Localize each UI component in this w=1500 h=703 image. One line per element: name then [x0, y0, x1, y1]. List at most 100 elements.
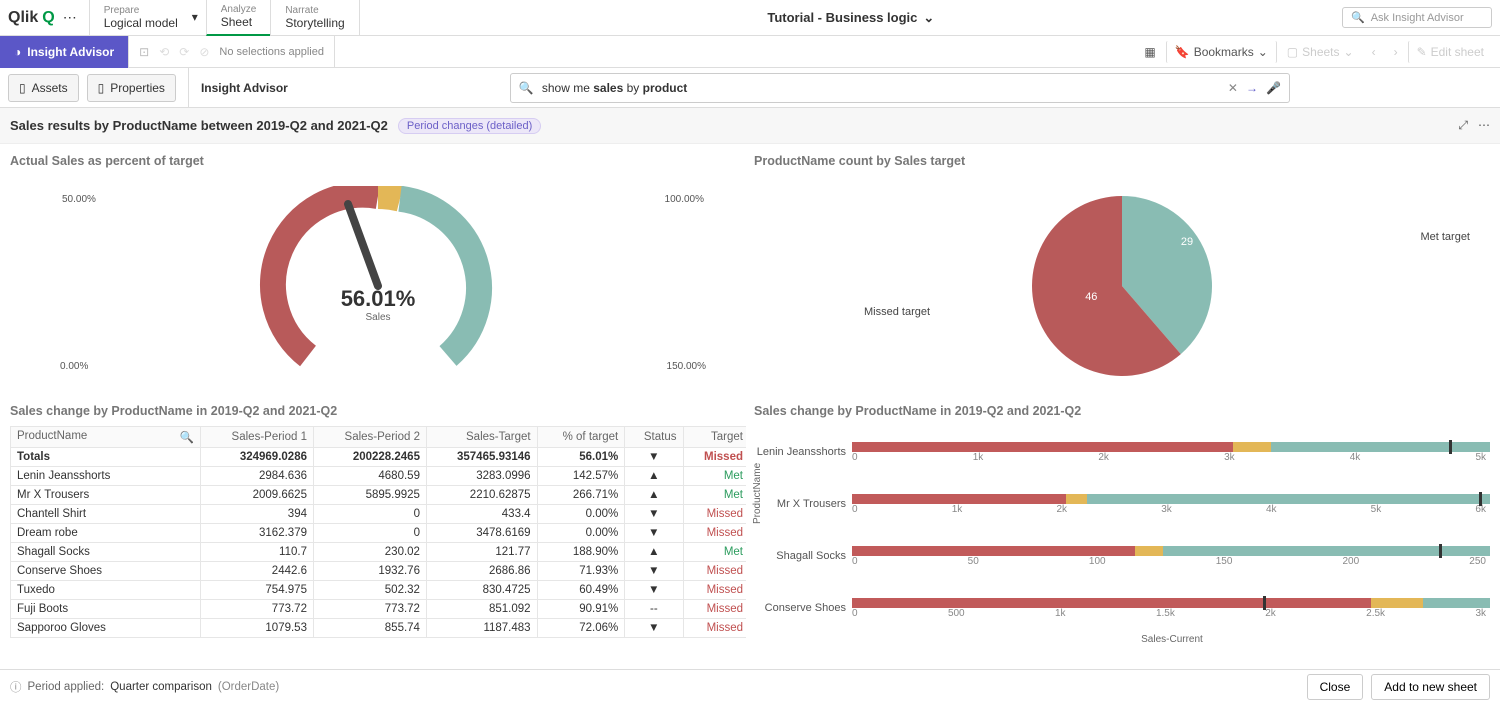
- gauge-tick-150: 150.00%: [667, 361, 706, 372]
- edit-sheet-label: Edit sheet: [1431, 45, 1484, 59]
- panel-icon: ▯: [98, 81, 105, 95]
- tab-sup: Prepare: [104, 5, 178, 16]
- tab-analyze[interactable]: Analyze Sheet: [206, 0, 271, 36]
- axis-tick: 100: [1089, 556, 1106, 567]
- sales-table: ProductName 🔍Sales-Period 1Sales-Period …: [10, 426, 746, 638]
- table-row[interactable]: Sapporoo Gloves1079.53855.741187.48372.0…: [11, 619, 747, 638]
- assets-label: Assets: [32, 81, 68, 95]
- submit-icon[interactable]: →: [1246, 81, 1258, 95]
- search-icon: 🔍: [1351, 11, 1365, 24]
- table-row[interactable]: Lenin Jeansshorts2984.6364680.593283.099…: [11, 467, 747, 486]
- edit-sheet-button[interactable]: ✎ Edit sheet: [1408, 41, 1492, 63]
- axis-tick: 250: [1469, 556, 1486, 567]
- axis-tick: 0: [852, 608, 858, 619]
- result-header: Sales results by ProductName between 201…: [0, 108, 1500, 144]
- axis-tick: 3k: [1161, 504, 1172, 515]
- global-menu-button[interactable]: ⋯: [55, 5, 85, 30]
- table-col-header[interactable]: % of target: [537, 427, 625, 448]
- period-value: Quarter comparison: [110, 681, 212, 693]
- table-col-header[interactable]: Sales-Period 2: [313, 427, 426, 448]
- app-title[interactable]: Tutorial - Business logic ⌄: [360, 10, 1342, 26]
- table-title: Sales change by ProductName in 2019-Q2 a…: [10, 400, 746, 422]
- bookmarks-button[interactable]: 🔖 Bookmarks ⌄: [1166, 41, 1277, 63]
- table-row[interactable]: Chantell Shirt3940433.40.00%▼Missed: [11, 505, 747, 524]
- pie-value-missed: 46: [1085, 291, 1097, 303]
- sheets-button[interactable]: ▢ Sheets ⌄: [1279, 41, 1362, 63]
- axis-tick: 0: [852, 452, 858, 463]
- table-header-row: ProductName 🔍Sales-Period 1Sales-Period …: [11, 427, 747, 448]
- panel-icon: ▯: [19, 81, 26, 95]
- table-row[interactable]: Tuxedo754.975502.32830.472560.49%▼Missed: [11, 581, 747, 600]
- table-col-header[interactable]: Sales-Period 1: [201, 427, 314, 448]
- bar-label: Shagall Socks: [754, 550, 852, 562]
- lightbulb-icon: ◑: [14, 45, 21, 59]
- tab-sub: Sheet: [221, 15, 257, 29]
- add-to-sheet-button[interactable]: Add to new sheet: [1371, 674, 1490, 700]
- result-title: Sales results by ProductName between 201…: [10, 118, 388, 133]
- axis-tick: 0: [852, 556, 858, 567]
- table-row[interactable]: Conserve Shoes2442.61932.762686.8671.93%…: [11, 562, 747, 581]
- table-col-header[interactable]: Target: [683, 427, 746, 448]
- brand-text: Qlik: [8, 9, 38, 27]
- step-forward-icon[interactable]: ⟳: [179, 45, 189, 59]
- gauge-tick-0: 0.00%: [60, 361, 88, 372]
- clear-icon[interactable]: ✕: [1228, 81, 1238, 95]
- prev-sheet-button[interactable]: ‹: [1364, 41, 1384, 63]
- chevron-down-icon: ▾: [192, 10, 198, 24]
- more-icon[interactable]: ⋯: [1478, 118, 1490, 133]
- bars-chart: ProductName Lenin Jeansshorts 0 1k 2k 3k 4k 5…: [754, 426, 1490, 661]
- axis-tick: 2k: [1098, 452, 1109, 463]
- table-row[interactable]: Shagall Socks110.7230.02121.77188.90%▲Me…: [11, 543, 747, 562]
- table-col-header[interactable]: ProductName 🔍: [11, 427, 201, 448]
- gauge-value: 56.01%: [10, 286, 746, 312]
- bars-xlabel: Sales-Current: [854, 634, 1490, 645]
- clear-selections-icon[interactable]: ⊘: [199, 45, 209, 59]
- search-icon[interactable]: 🔍: [180, 430, 194, 444]
- bar-label: Lenin Jeansshorts: [754, 446, 852, 458]
- table-row[interactable]: Dream robe3162.37903478.61690.00%▼Missed: [11, 524, 747, 543]
- tab-sub: Storytelling: [285, 16, 344, 30]
- ask-placeholder: Ask Insight Advisor: [1371, 12, 1464, 24]
- smart-search-icon[interactable]: ⊡: [139, 45, 149, 59]
- step-back-icon[interactable]: ⟲: [159, 45, 169, 59]
- axis-tick: 150: [1216, 556, 1233, 567]
- gauge-label: Sales: [10, 312, 746, 323]
- axis-tick: 1k: [973, 452, 984, 463]
- right-column: ProductName count by Sales target Met ta…: [754, 150, 1490, 661]
- close-button[interactable]: Close: [1307, 674, 1364, 700]
- bar-row: Conserve Shoes 05001k1.5k2k2.5k3k: [754, 582, 1490, 634]
- selection-tools: ⊡ ⟲ ⟳ ⊘ No selections applied: [128, 36, 335, 68]
- properties-button[interactable]: ▯ Properties: [87, 74, 176, 102]
- query-input[interactable]: 🔍 show me sales by product ✕ → 🎤: [510, 73, 1290, 103]
- tab-sub: Logical model: [104, 16, 178, 30]
- axis-tick: 1k: [952, 504, 963, 515]
- tab-prepare[interactable]: Prepare Logical model ▾: [89, 0, 206, 36]
- table-row[interactable]: Fuji Boots773.72773.72851.09290.91%--Mis…: [11, 600, 747, 619]
- table-col-header[interactable]: Status: [625, 427, 683, 448]
- selections-tool-icon[interactable]: ▦: [1136, 41, 1163, 63]
- gauge-title: Actual Sales as percent of target: [10, 150, 746, 172]
- assets-button[interactable]: ▯ Assets: [8, 74, 79, 102]
- bar-row: Mr X Trousers 01k2k3k4k5k6k: [754, 478, 1490, 530]
- search-icon: 🔍: [519, 81, 534, 95]
- mic-icon[interactable]: 🎤: [1266, 81, 1281, 95]
- bar-row: Lenin Jeansshorts 01k2k3k4k5k: [754, 426, 1490, 478]
- bars-ylabel: ProductName: [752, 462, 763, 523]
- axis-tick: 1.5k: [1156, 608, 1175, 619]
- period-label: Period applied:: [28, 681, 105, 693]
- tab-narrate[interactable]: Narrate Storytelling: [270, 0, 359, 36]
- app-title-text: Tutorial - Business logic: [767, 10, 917, 25]
- insight-advisor-button[interactable]: ◑ Insight Advisor: [0, 36, 128, 68]
- bar-label: Conserve Shoes: [754, 602, 852, 614]
- next-sheet-button[interactable]: ›: [1386, 41, 1406, 63]
- analysis-type-chip[interactable]: Period changes (detailed): [398, 118, 541, 134]
- query-text: show me sales by product: [542, 81, 1220, 95]
- collapse-icon[interactable]: ⤢: [1458, 118, 1468, 133]
- ask-insight-input[interactable]: 🔍 Ask Insight Advisor: [1342, 7, 1492, 28]
- table-col-header[interactable]: Sales-Target: [426, 427, 537, 448]
- table-row[interactable]: Mr X Trousers2009.66255895.99252210.6287…: [11, 486, 747, 505]
- axis-tick: 50: [968, 556, 979, 567]
- axis-tick: 4k: [1350, 452, 1361, 463]
- table-row[interactable]: Totals324969.0286200228.2465357465.93146…: [11, 448, 747, 467]
- gauge-chart: 56.01% Sales 0.00% 50.00% 100.00% 150.00…: [10, 176, 746, 396]
